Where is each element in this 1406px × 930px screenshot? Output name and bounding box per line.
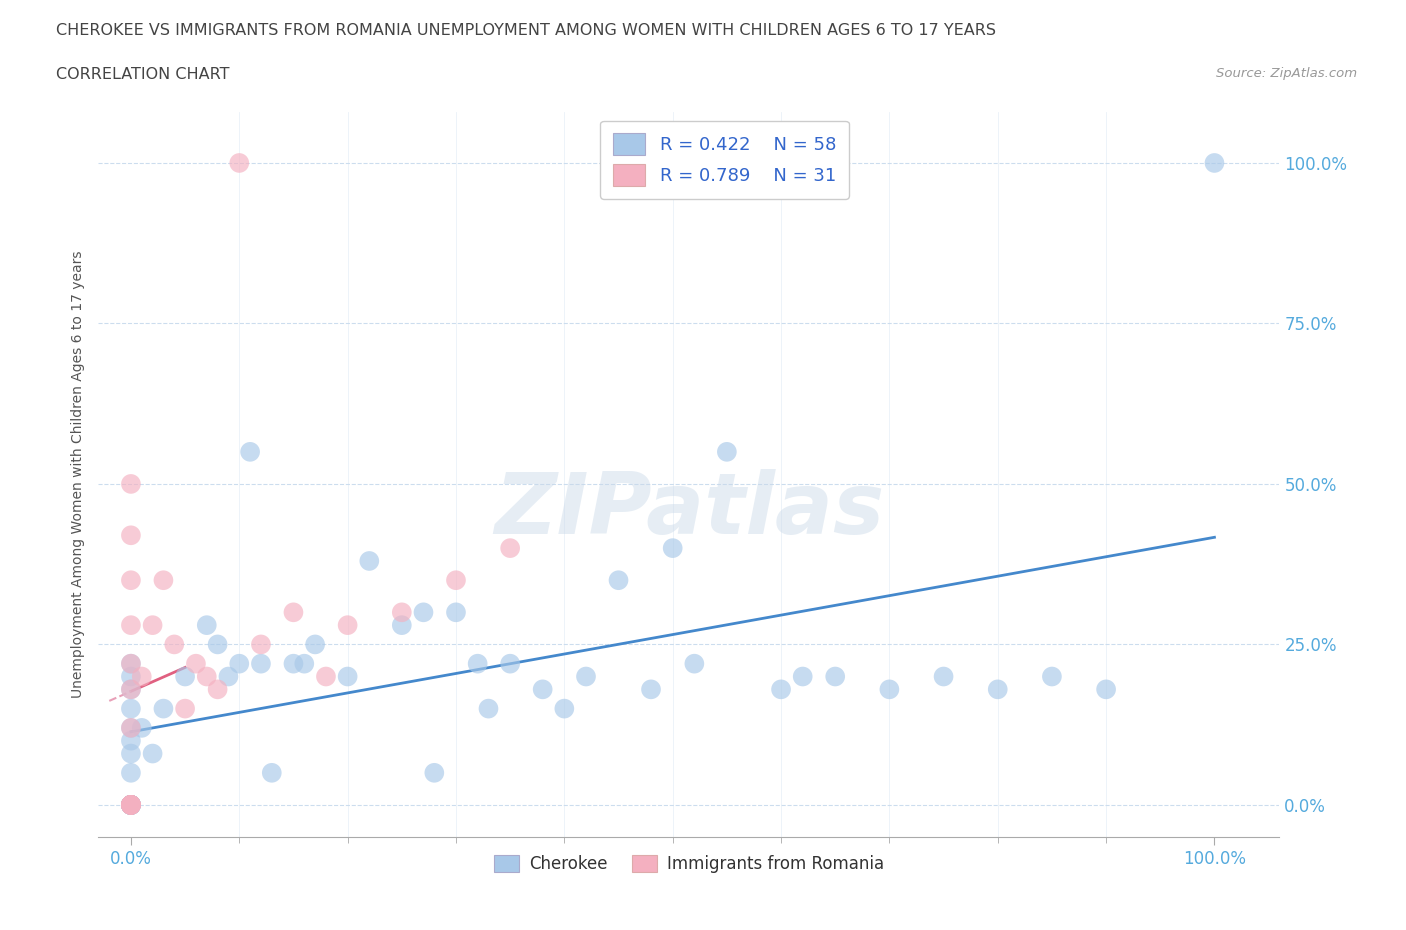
Text: CORRELATION CHART: CORRELATION CHART: [56, 67, 229, 82]
Point: [1040, 669, 1063, 684]
Point: [120, 669, 142, 684]
Point: [575, 669, 598, 684]
Point: [120, 797, 142, 812]
Point: [987, 682, 1010, 697]
Point: [195, 618, 218, 632]
Point: [120, 797, 142, 812]
Point: [120, 797, 142, 812]
Legend: Cherokee, Immigrants from Romania: Cherokee, Immigrants from Romania: [486, 848, 891, 880]
Point: [120, 797, 142, 812]
Point: [423, 765, 446, 780]
Point: [607, 573, 630, 588]
Point: [250, 657, 273, 671]
Point: [142, 618, 165, 632]
Point: [683, 657, 706, 671]
Point: [120, 797, 142, 812]
Point: [120, 797, 142, 812]
Point: [174, 701, 197, 716]
Point: [120, 573, 142, 588]
Point: [120, 797, 142, 812]
Point: [120, 476, 142, 491]
Point: [499, 657, 522, 671]
Text: CHEROKEE VS IMMIGRANTS FROM ROMANIA UNEMPLOYMENT AMONG WOMEN WITH CHILDREN AGES : CHEROKEE VS IMMIGRANTS FROM ROMANIA UNEM…: [56, 23, 997, 38]
Point: [120, 618, 142, 632]
Point: [120, 797, 142, 812]
Point: [1095, 682, 1118, 697]
Point: [661, 540, 683, 555]
Point: [477, 701, 499, 716]
Point: [640, 682, 662, 697]
Point: [120, 797, 142, 812]
Point: [152, 701, 174, 716]
Point: [120, 701, 142, 716]
Point: [207, 637, 229, 652]
Point: [283, 604, 305, 619]
Point: [120, 721, 142, 736]
Point: [228, 657, 250, 671]
Point: [152, 573, 174, 588]
Point: [304, 637, 326, 652]
Point: [359, 553, 381, 568]
Point: [260, 765, 283, 780]
Point: [120, 797, 142, 812]
Point: [195, 669, 218, 684]
Point: [120, 721, 142, 736]
Point: [228, 155, 250, 170]
Point: [250, 637, 273, 652]
Point: [120, 657, 142, 671]
Point: [292, 657, 315, 671]
Point: [315, 669, 337, 684]
Point: [444, 573, 467, 588]
Point: [391, 604, 413, 619]
Point: [467, 657, 489, 671]
Point: [207, 682, 229, 697]
Point: [391, 618, 413, 632]
Point: [120, 746, 142, 761]
Point: [120, 797, 142, 812]
Point: [336, 669, 359, 684]
Point: [142, 746, 165, 761]
Point: [824, 669, 846, 684]
Point: [163, 637, 186, 652]
Point: [184, 657, 207, 671]
Point: [120, 797, 142, 812]
Point: [120, 733, 142, 748]
Point: [131, 721, 153, 736]
Point: [120, 797, 142, 812]
Point: [531, 682, 554, 697]
Point: [770, 682, 793, 697]
Point: [120, 765, 142, 780]
Point: [239, 445, 262, 459]
Point: [120, 682, 142, 697]
Point: [131, 669, 153, 684]
Point: [120, 797, 142, 812]
Point: [120, 682, 142, 697]
Text: ZIPatlas: ZIPatlas: [494, 469, 884, 552]
Point: [553, 701, 575, 716]
Point: [412, 604, 434, 619]
Point: [879, 682, 901, 697]
Point: [499, 540, 522, 555]
Point: [120, 528, 142, 543]
Point: [217, 669, 239, 684]
Point: [336, 618, 359, 632]
Text: Source: ZipAtlas.com: Source: ZipAtlas.com: [1216, 67, 1357, 80]
Y-axis label: Unemployment Among Women with Children Ages 6 to 17 years: Unemployment Among Women with Children A…: [70, 250, 84, 698]
Point: [120, 797, 142, 812]
Point: [1204, 155, 1226, 170]
Point: [120, 797, 142, 812]
Point: [932, 669, 955, 684]
Point: [716, 445, 738, 459]
Point: [283, 657, 305, 671]
Point: [792, 669, 814, 684]
Point: [174, 669, 197, 684]
Point: [444, 604, 467, 619]
Point: [120, 797, 142, 812]
Point: [120, 657, 142, 671]
Point: [120, 797, 142, 812]
